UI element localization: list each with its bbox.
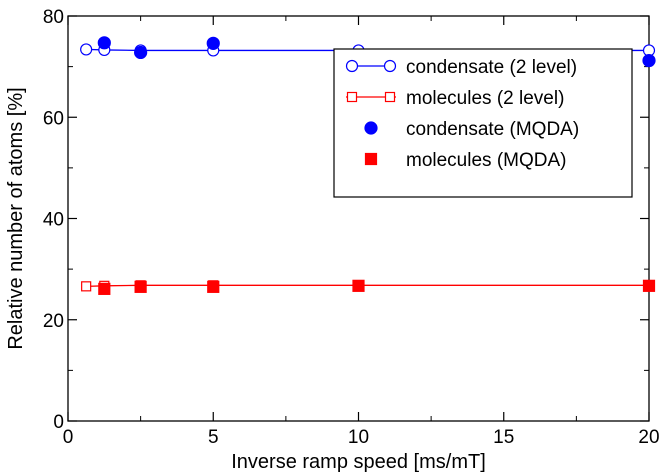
data-point — [642, 279, 656, 292]
data-point — [97, 36, 111, 50]
legend-entry: molecules (MQDA) — [364, 150, 566, 171]
data-point — [207, 280, 220, 293]
axis-tick-labels: 0 5 10 15 20 0 20 40 60 80 — [43, 7, 660, 448]
x-tick-label: 0 — [63, 427, 74, 448]
series-layer — [80, 36, 656, 295]
data-point — [206, 36, 220, 50]
x-tick-label: 15 — [493, 427, 514, 448]
y-axis-label: Relative number of atoms [%] — [5, 87, 27, 349]
data-point — [80, 43, 93, 56]
legend-label: condensate (2 level) — [406, 57, 577, 78]
legend-marker — [364, 121, 378, 135]
data-point — [352, 279, 365, 292]
legend-label: molecules (MQDA) — [406, 150, 566, 171]
y-tick-label: 20 — [43, 311, 64, 332]
legend-marker — [384, 91, 396, 103]
series-3 — [98, 279, 656, 295]
legend-label: condensate (MQDA) — [406, 119, 579, 140]
series-line — [86, 284, 649, 287]
legend: condensate (2 level) molecules (2 level) c… — [333, 48, 633, 198]
legend-label: molecules (2 level) — [406, 88, 564, 109]
legend-marker — [383, 59, 397, 73]
legend-entry: molecules (2 level) — [346, 88, 564, 109]
x-tick-label: 5 — [208, 427, 219, 448]
data-point — [81, 281, 92, 292]
data-point — [642, 53, 656, 68]
legend-box — [333, 48, 633, 198]
legend-marker — [346, 91, 358, 103]
axis-ticks — [67, 15, 650, 422]
x-tick-label: 10 — [348, 427, 369, 448]
legend-marker — [345, 59, 359, 73]
legend-marker — [364, 152, 378, 166]
y-tick-label: 80 — [43, 7, 64, 28]
x-tick-label: 20 — [638, 427, 659, 448]
series-1 — [81, 280, 655, 292]
y-tick-label: 60 — [43, 108, 64, 129]
y-tick-label: 40 — [43, 210, 64, 231]
x-axis-label: Inverse ramp speed [ms/mT] — [231, 451, 486, 473]
y-tick-label: 0 — [53, 412, 64, 433]
legend-entry: condensate (2 level) — [345, 57, 577, 78]
data-point — [134, 45, 148, 60]
data-point — [98, 282, 111, 295]
data-point — [134, 280, 147, 293]
legend-entry: condensate (MQDA) — [364, 119, 579, 140]
